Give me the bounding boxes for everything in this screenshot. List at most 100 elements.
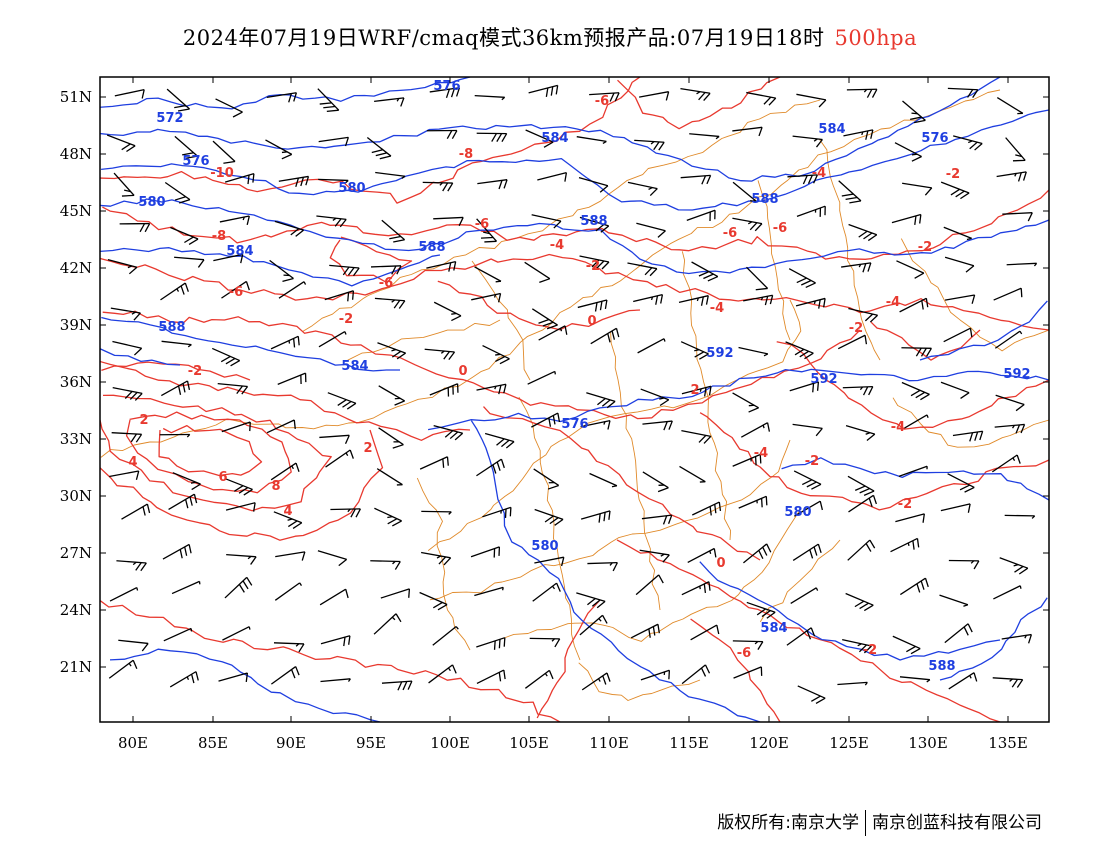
wind-barb [160, 282, 189, 301]
temperature-contour-label: -4 [754, 446, 768, 461]
wind-barb [746, 601, 776, 619]
wind-barb [531, 214, 562, 229]
wind-barb [265, 139, 293, 160]
lat-tick-label: 24N [60, 601, 92, 619]
wind-barb [689, 133, 720, 140]
wind-barb [474, 266, 502, 283]
wind-barb [482, 506, 512, 518]
height-contour-label: 584 [341, 359, 368, 374]
wind-barb [274, 220, 304, 237]
wind-barb [370, 265, 402, 275]
temperature-contour-label: 4 [128, 455, 137, 470]
wind-barb [532, 582, 561, 602]
height-contour-label: 572 [156, 111, 183, 126]
wind-barb [113, 172, 135, 197]
wind-barb [374, 297, 406, 309]
border-line [900, 238, 1049, 352]
wind-barb [898, 465, 928, 478]
wind-barb [533, 468, 560, 490]
border-line [759, 539, 841, 623]
wind-barb [680, 88, 711, 102]
wind-barb [746, 91, 777, 106]
temperature-contour-label: 8 [271, 479, 280, 494]
wind-barb [159, 433, 191, 438]
height-contour [100, 348, 181, 366]
height-contour [470, 420, 761, 722]
wind-barb [895, 513, 925, 523]
wind-barb [842, 638, 872, 654]
wind-barb [381, 680, 413, 691]
wind-barb [433, 301, 462, 322]
wind-barb [627, 262, 658, 277]
temperature-contour-label: -6 [737, 646, 751, 661]
wind-barb [947, 473, 975, 493]
temperature-contour-label: 0 [587, 314, 596, 329]
wind-barb [900, 414, 929, 431]
wind-barb [168, 493, 198, 511]
border-line [819, 139, 881, 361]
wind-barb [994, 423, 1026, 434]
wind-barb [419, 456, 449, 470]
wind-barb [733, 666, 763, 679]
wind-barb [743, 294, 774, 306]
lat-tick-label: 51N [60, 88, 92, 106]
border-line [347, 319, 501, 361]
wind-barb [118, 639, 149, 652]
lon-tick-label: 110E [589, 734, 629, 752]
wind-barb [421, 510, 452, 515]
wind-barb [901, 347, 932, 357]
wind-barb [484, 432, 515, 449]
wind-barb [166, 88, 190, 112]
wind-barb [270, 335, 300, 350]
wind-barb [161, 380, 191, 397]
height-contour [781, 457, 1049, 501]
wind-barb [169, 671, 199, 688]
wind-barb [266, 419, 296, 434]
wind-barb [940, 381, 970, 399]
wind-barbs [106, 84, 1038, 704]
temperature-contour [102, 310, 861, 420]
wind-barb [642, 420, 673, 431]
wind-barb [476, 637, 506, 650]
wind-barb [891, 213, 922, 225]
wind-barb [902, 100, 926, 124]
footer-company: 南京创蓝科技有限公司 [872, 813, 1042, 833]
lat-tick-label: 36N [60, 373, 92, 391]
wind-barb [381, 219, 406, 243]
wind-barb [226, 553, 257, 565]
lat-tick-label: 39N [60, 316, 92, 334]
wind-barb [221, 280, 250, 299]
wind-barb [174, 256, 205, 268]
temperature-contour [158, 424, 263, 477]
wind-barb [316, 215, 347, 228]
lat-tick-label: 33N [60, 430, 92, 448]
temperature-contour-label: 6 [218, 470, 227, 485]
wind-barb [589, 92, 620, 102]
wind-barb [732, 392, 759, 413]
wind-barb [1004, 514, 1036, 519]
wind-barb [320, 635, 351, 647]
wind-barb [634, 139, 665, 151]
wind-barb [112, 387, 143, 401]
wind-barb [114, 89, 145, 99]
temperature-contour [870, 321, 981, 361]
wind-barb [318, 136, 349, 147]
height-contour [109, 648, 381, 722]
wind-barb [841, 262, 872, 273]
temperature-contour-label: -2 [188, 364, 202, 379]
height-contour-label: 588 [418, 240, 445, 255]
wind-barb [109, 470, 140, 480]
wind-barb [318, 178, 349, 184]
temperature-contour [100, 360, 471, 441]
temperature-contour-label: -10 [210, 166, 234, 181]
temperature-contour-label: 0 [716, 556, 725, 571]
temperature-contour-label: -8 [459, 147, 473, 162]
wind-barb [642, 471, 669, 493]
wind-barb [164, 181, 191, 204]
wind-barb [524, 669, 554, 689]
wind-barb [943, 327, 973, 343]
temperature-contour [699, 412, 1049, 511]
wind-barb [901, 381, 930, 401]
temperature-contour-label: -4 [812, 166, 826, 181]
